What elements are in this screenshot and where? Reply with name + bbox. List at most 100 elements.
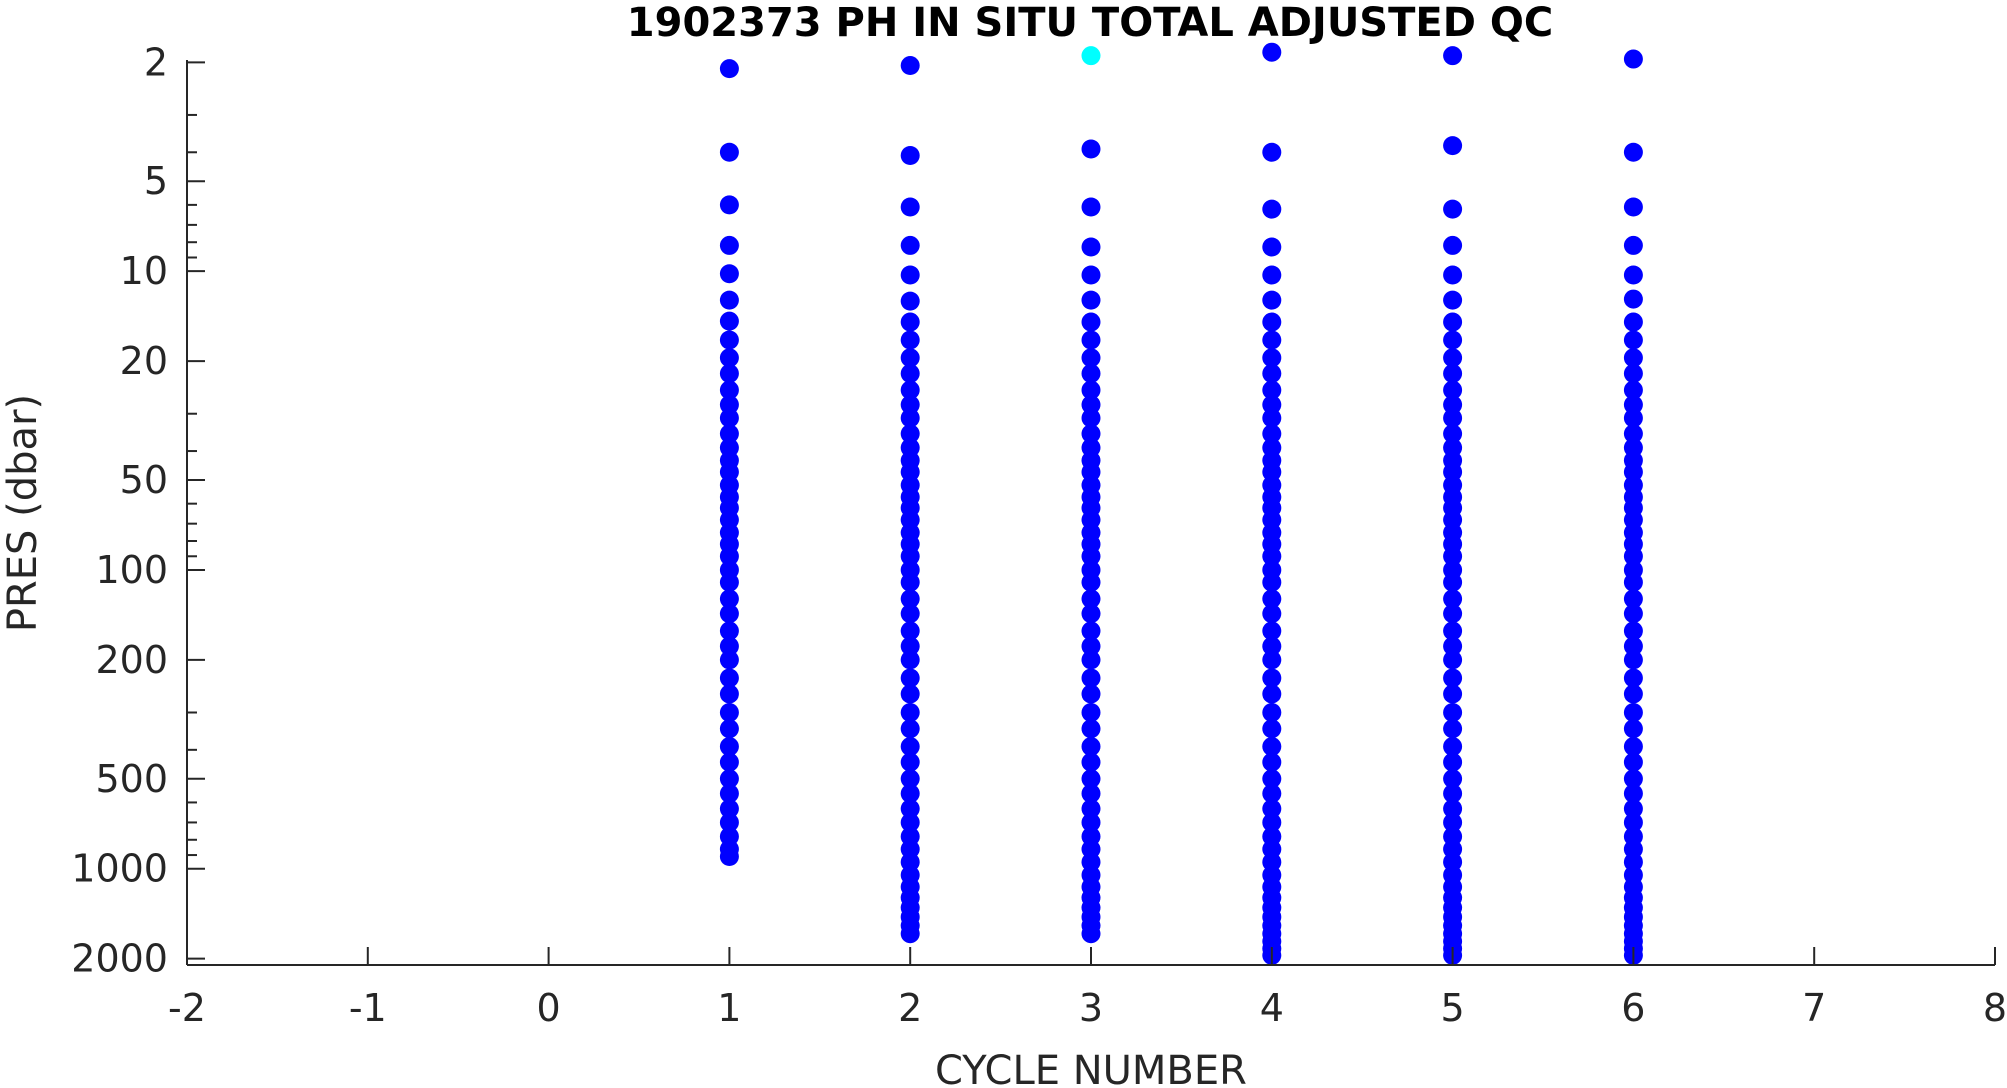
data-point bbox=[900, 291, 920, 311]
data-point bbox=[1623, 737, 1643, 757]
data-point bbox=[1623, 852, 1643, 872]
data-point bbox=[900, 737, 920, 757]
data-point bbox=[719, 264, 739, 284]
x-tick-label: 0 bbox=[537, 986, 561, 1030]
data-point bbox=[719, 604, 739, 624]
data-point bbox=[1262, 199, 1282, 219]
data-point bbox=[1262, 348, 1282, 368]
data-point bbox=[900, 769, 920, 789]
x-axis-label: CYCLE NUMBER bbox=[935, 1048, 1247, 1088]
data-point bbox=[1262, 572, 1282, 592]
data-point bbox=[1262, 462, 1282, 482]
data-point bbox=[1443, 752, 1463, 772]
data-point bbox=[1623, 462, 1643, 482]
data-point bbox=[719, 636, 739, 656]
data-point bbox=[900, 363, 920, 383]
data-point bbox=[719, 621, 739, 641]
data-point bbox=[1443, 589, 1463, 609]
data-point bbox=[1081, 752, 1101, 772]
data-point bbox=[1443, 783, 1463, 803]
data-point bbox=[1623, 769, 1643, 789]
data-point bbox=[1623, 380, 1643, 400]
data-point bbox=[900, 604, 920, 624]
x-tick-label: 3 bbox=[1079, 986, 1103, 1030]
data-point bbox=[900, 621, 920, 641]
data-point bbox=[1443, 199, 1463, 219]
data-point bbox=[1623, 812, 1643, 832]
data-point bbox=[1262, 42, 1282, 62]
data-point bbox=[1262, 737, 1282, 757]
data-point bbox=[1443, 46, 1463, 66]
data-point bbox=[1443, 290, 1463, 310]
data-point bbox=[1081, 237, 1101, 257]
data-point bbox=[1623, 312, 1643, 332]
data-point bbox=[900, 56, 920, 76]
data-point bbox=[719, 59, 739, 79]
data-points bbox=[719, 42, 1643, 965]
data-point bbox=[1262, 604, 1282, 624]
data-point bbox=[1262, 237, 1282, 257]
data-point bbox=[1081, 636, 1101, 656]
data-point bbox=[1081, 719, 1101, 739]
data-point bbox=[1623, 752, 1643, 772]
data-point bbox=[1443, 737, 1463, 757]
y-tick-label: 2000 bbox=[71, 937, 168, 981]
data-point bbox=[1443, 572, 1463, 592]
data-point bbox=[719, 290, 739, 310]
data-point bbox=[1443, 462, 1463, 482]
data-point bbox=[719, 424, 739, 444]
data-point bbox=[1262, 783, 1282, 803]
x-tick-label: 8 bbox=[1983, 986, 2007, 1030]
data-point bbox=[900, 668, 920, 688]
data-point bbox=[1623, 330, 1643, 350]
data-point bbox=[1443, 703, 1463, 723]
data-point bbox=[900, 395, 920, 415]
data-point bbox=[1623, 684, 1643, 704]
data-point bbox=[719, 380, 739, 400]
data-point bbox=[900, 589, 920, 609]
data-point bbox=[719, 408, 739, 428]
data-point bbox=[1081, 769, 1101, 789]
data-point bbox=[1081, 703, 1101, 723]
data-point bbox=[1262, 312, 1282, 332]
data-point bbox=[900, 924, 920, 944]
data-point bbox=[1081, 197, 1101, 217]
data-point bbox=[1262, 852, 1282, 872]
data-point bbox=[1262, 290, 1282, 310]
data-point bbox=[1081, 572, 1101, 592]
data-point bbox=[1443, 604, 1463, 624]
data-point bbox=[1262, 363, 1282, 383]
data-point bbox=[900, 546, 920, 566]
y-tick-label: 2 bbox=[144, 40, 168, 84]
data-point bbox=[1081, 799, 1101, 819]
data-point bbox=[1262, 330, 1282, 350]
x-ticks: -2 -1 0 1 2 3 4 5 6 7 8 bbox=[168, 947, 2007, 1030]
data-point bbox=[1081, 852, 1101, 872]
data-point bbox=[1081, 924, 1101, 944]
data-point bbox=[900, 197, 920, 217]
data-point bbox=[1623, 621, 1643, 641]
data-point bbox=[1262, 142, 1282, 162]
data-point bbox=[1443, 684, 1463, 704]
y-ticks: 2 5 10 20 50 100 200 500 1000 2000 bbox=[71, 40, 205, 981]
data-point bbox=[1623, 572, 1643, 592]
data-point bbox=[1262, 380, 1282, 400]
data-point bbox=[900, 752, 920, 772]
data-point bbox=[1262, 395, 1282, 415]
data-point bbox=[1262, 684, 1282, 704]
y-tick-label: 200 bbox=[95, 638, 168, 682]
data-point bbox=[1262, 424, 1282, 444]
data-point bbox=[1081, 546, 1101, 566]
data-point bbox=[900, 783, 920, 803]
data-point bbox=[900, 462, 920, 482]
data-point bbox=[900, 636, 920, 656]
data-point bbox=[1443, 812, 1463, 832]
data-point bbox=[1262, 408, 1282, 428]
data-point bbox=[1443, 380, 1463, 400]
data-point bbox=[1262, 621, 1282, 641]
data-point bbox=[1443, 650, 1463, 670]
data-point bbox=[1443, 769, 1463, 789]
data-point bbox=[719, 812, 739, 832]
data-point bbox=[900, 235, 920, 255]
